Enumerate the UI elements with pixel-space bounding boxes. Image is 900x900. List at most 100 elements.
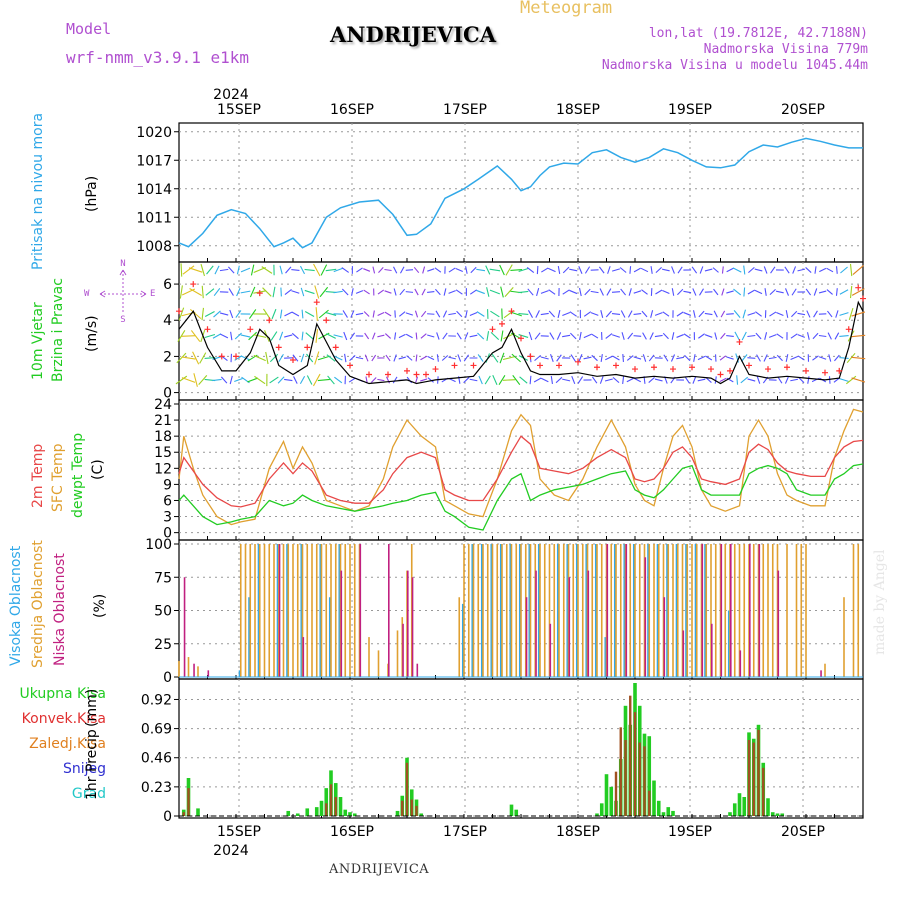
wind-arrow	[527, 310, 534, 318]
wind-arrow	[790, 333, 798, 339]
wind-arrow	[204, 311, 215, 317]
wind-arrow	[500, 330, 504, 342]
x-tick-label-bottom: 18SEP	[556, 824, 600, 840]
wind-arrow	[641, 289, 648, 295]
precip-total-bar	[343, 809, 348, 816]
compass-east: E	[150, 289, 156, 299]
precip-conv-bar	[182, 812, 185, 816]
wind-arrow	[775, 290, 784, 294]
gust-marker	[432, 366, 439, 373]
wind-arrow	[188, 267, 203, 273]
wind-speed-line	[178, 300, 864, 385]
wind-arrow	[327, 375, 335, 385]
wind-arrow	[670, 354, 676, 362]
wind-arrow	[510, 311, 522, 317]
wind-arrow	[306, 375, 313, 385]
wind-arrow	[384, 311, 392, 317]
y-tick-label: 1011	[136, 210, 172, 226]
wind-arrow	[747, 312, 756, 316]
wind-arrow	[606, 288, 612, 296]
wind-arrow	[534, 332, 541, 340]
wind-arrow	[427, 355, 435, 361]
precip-conv-bar	[648, 790, 651, 816]
wind-arrow	[683, 290, 692, 294]
wind-arrow	[720, 332, 726, 340]
precip-conv-bar	[329, 784, 333, 816]
gust-marker	[423, 371, 429, 378]
wind-arrow	[190, 330, 201, 342]
x-tick-label-bottom: 17SEP	[443, 824, 487, 840]
wind-arrow	[465, 310, 468, 318]
gust-marker	[527, 353, 534, 360]
x-tick-label-top: 16SEP	[330, 102, 374, 118]
wind-arrow	[304, 268, 315, 272]
wind-arrow	[851, 334, 866, 338]
wind-arrow	[448, 267, 456, 273]
wind-arrow	[671, 288, 675, 296]
wind-arrow	[476, 289, 485, 295]
wind-arrow	[253, 354, 266, 362]
wind-arrow	[406, 355, 413, 361]
wind-arrow	[662, 311, 670, 317]
gust-marker	[176, 308, 182, 315]
precip-conv-bar	[633, 712, 637, 816]
x-tick-label-bottom: 15SEP	[217, 824, 261, 840]
year-label-top: 2024	[213, 87, 249, 103]
wind-arrow	[236, 287, 241, 297]
wind-arrow	[818, 334, 827, 338]
wind-arrow	[175, 375, 188, 385]
precip-conv-bar	[643, 746, 646, 816]
wind-arrow	[518, 267, 529, 273]
wind-arrow	[834, 332, 840, 340]
wind-arrow	[398, 333, 406, 339]
wind-arrow	[448, 312, 456, 316]
wind-arrow	[420, 333, 427, 339]
y-tick-label: 0.92	[141, 692, 172, 708]
wind-arrow	[849, 285, 853, 299]
wind-arrow	[805, 267, 812, 273]
wind-arrow	[325, 268, 337, 272]
wind-arrow	[349, 332, 356, 340]
precip-total-bar	[595, 813, 599, 816]
wind-arrow	[849, 263, 853, 277]
wind-arrow	[486, 331, 490, 341]
wind-arrow	[583, 333, 592, 339]
wind-arrow	[201, 307, 205, 321]
wind-arrow	[469, 378, 478, 382]
wind-arrow	[769, 311, 777, 317]
x-tick-label-bottom: 16SEP	[330, 824, 374, 840]
wind-arrow	[584, 266, 591, 274]
wind-arrow	[626, 355, 634, 361]
gust-marker	[803, 367, 809, 374]
x-tick-label-bottom: 19SEP	[668, 824, 712, 840]
wind-arrow	[662, 332, 669, 340]
precip-total-bar	[286, 810, 291, 816]
wind-arrow	[392, 376, 398, 384]
wind-arrow	[577, 376, 584, 384]
y-tick-label: 9	[163, 477, 172, 493]
station-altitude: Nadmorska Visina 779m	[703, 42, 868, 57]
wind-arrow	[371, 332, 376, 340]
gust-marker	[845, 326, 852, 333]
wind-arrow	[333, 334, 343, 338]
wind-arrow	[248, 331, 258, 341]
gust-marker	[717, 371, 724, 378]
precip-total-bar	[666, 807, 671, 816]
wind-arrow	[839, 312, 849, 316]
wind-arrow	[549, 332, 555, 340]
wind-arrow	[654, 312, 663, 316]
wind-arrow	[714, 376, 717, 384]
wind-arrow	[434, 288, 441, 296]
wind-arrow	[502, 379, 516, 381]
wind-arrow	[648, 354, 655, 362]
wind-arrow	[312, 373, 321, 387]
wind-arrow	[699, 266, 704, 274]
wind-arrow	[633, 356, 642, 360]
wind-arrow	[476, 268, 486, 272]
wind-arrow	[663, 354, 669, 362]
wind-arrow	[415, 354, 418, 362]
wind-arrow	[240, 290, 251, 294]
wind-arrow	[519, 376, 528, 384]
wind-arrow	[393, 354, 397, 362]
wind-arrow	[754, 289, 763, 295]
